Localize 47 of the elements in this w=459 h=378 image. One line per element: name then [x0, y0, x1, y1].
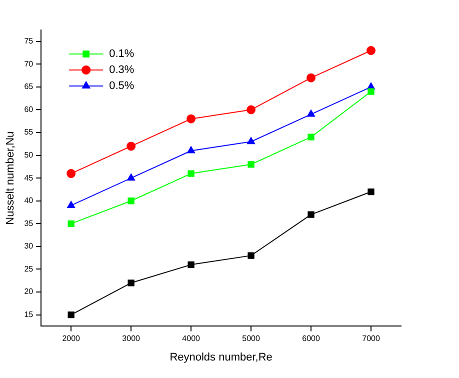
point: [67, 200, 76, 208]
point: [128, 280, 134, 286]
legend-label: 0.3%: [109, 64, 134, 76]
point: [128, 198, 134, 204]
point: [66, 169, 76, 178]
point: [68, 311, 74, 318]
x-tick-label: 5000: [242, 334, 260, 344]
point: [68, 220, 74, 227]
point: [308, 134, 314, 140]
y-tick-label: 55: [24, 128, 34, 137]
y-tick-label: 50: [24, 150, 34, 160]
y-tick-label: 40: [24, 196, 34, 206]
y-tick-label: 30: [24, 242, 34, 251]
x-tick-label: 7000: [362, 334, 380, 344]
point: [308, 211, 314, 218]
y-tick-label: 35: [24, 218, 34, 228]
point: [248, 252, 254, 259]
y-tick-label: 20: [24, 287, 34, 296]
point: [246, 105, 256, 114]
point: [248, 161, 254, 168]
y-tick-label: 25: [24, 264, 34, 274]
y-tick-label: 45: [24, 173, 34, 182]
point: [188, 261, 194, 268]
legend-label: 0.5%: [109, 80, 134, 92]
y-axis-title: Nusselt number,Nu: [4, 131, 17, 225]
y-tick-label: 60: [24, 104, 34, 114]
legend-label: 0.1%: [109, 48, 134, 60]
point: [247, 137, 256, 144]
point: [368, 188, 374, 196]
point: [306, 73, 316, 82]
point: [366, 46, 376, 56]
x-tick-label: 2000: [62, 334, 81, 344]
x-axis-title: Reynolds number,Re: [170, 351, 272, 364]
point: [187, 146, 196, 154]
point: [126, 142, 136, 151]
x-tick-label: 3000: [122, 334, 141, 344]
y-tick-label: 70: [24, 59, 34, 68]
point: [186, 114, 196, 124]
x-tick-label: 6000: [302, 334, 320, 344]
y-tick-label: 75: [24, 36, 34, 46]
point: [127, 174, 136, 181]
point: [368, 88, 374, 95]
x-tick-label: 4000: [182, 334, 201, 344]
y-tick-label: 65: [24, 82, 34, 92]
point: [307, 110, 315, 117]
y-tick-label: 15: [24, 310, 34, 320]
point: [188, 170, 194, 177]
